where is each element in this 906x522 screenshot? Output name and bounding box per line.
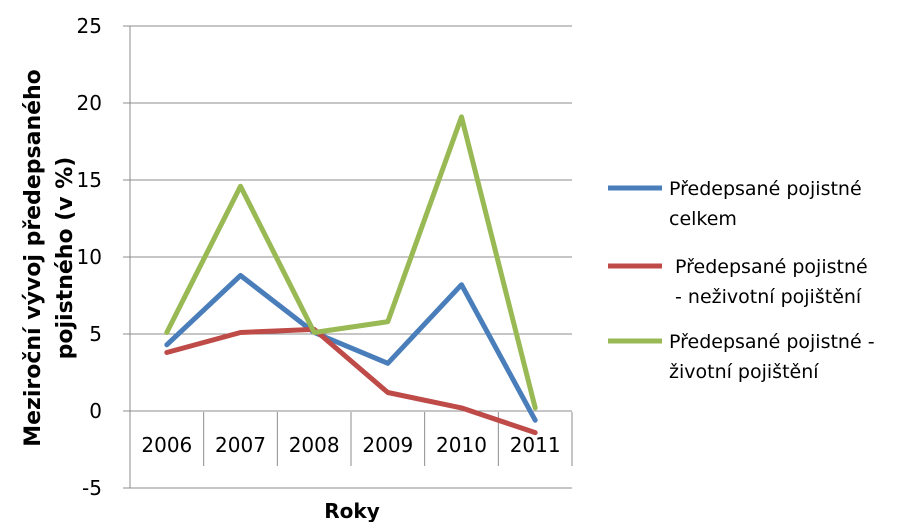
legend-label-1: Předepsané pojistné celkem <box>669 178 862 230</box>
legend-label-3: Předepsané pojistné - životní pojištění <box>669 331 875 383</box>
y-tick-label: -5 <box>82 476 102 500</box>
legend: Předepsané pojistné celkem Předepsané poj… <box>608 178 875 383</box>
y-axis-label-line: pojistného (v %) <box>53 157 78 360</box>
series-lines <box>164 114 538 436</box>
x-tick-label: 2006 <box>141 433 192 457</box>
y-tick-label: 0 <box>89 399 102 423</box>
legend-label-line: životní pojištění <box>669 361 819 383</box>
x-axis-ticks: 2006 2007 2008 2009 2010 2011 <box>141 433 560 457</box>
x-tick-label: 2009 <box>362 433 413 457</box>
series-line-1 <box>164 273 538 423</box>
x-tick-label: 2011 <box>510 433 561 457</box>
y-tick-label: 5 <box>89 322 102 346</box>
y-tick-label: 20 <box>77 91 102 115</box>
legend-label-line: celkem <box>669 208 737 230</box>
series-line-3 <box>164 114 538 411</box>
legend-label-line: Předepsané pojistné - <box>669 331 875 353</box>
gridlines <box>123 25 573 489</box>
x-tick-label: 2010 <box>436 433 487 457</box>
y-axis-label: Meziroční vývoj předepsaného pojistného (… <box>21 69 78 447</box>
y-tick-label: 15 <box>77 168 102 192</box>
y-axis-ticks: -5 0 5 10 15 20 25 <box>77 14 102 500</box>
series-line-2 <box>164 326 538 436</box>
legend-label-line: Předepsané pojistné <box>669 178 862 200</box>
x-tick-label: 2007 <box>215 433 266 457</box>
x-tick-label: 2008 <box>289 433 340 457</box>
legend-label-line: - neživotní pojištění <box>669 286 862 308</box>
y-tick-label: 10 <box>77 245 102 269</box>
legend-label-2: Předepsané pojistné - neživotní pojištěn… <box>669 256 868 308</box>
x-axis-label: Roky <box>324 499 379 522</box>
legend-label-line: Předepsané pojistné <box>669 256 868 278</box>
y-axis-label-line: Meziroční vývoj předepsaného <box>21 69 46 447</box>
y-tick-label: 25 <box>77 14 102 38</box>
